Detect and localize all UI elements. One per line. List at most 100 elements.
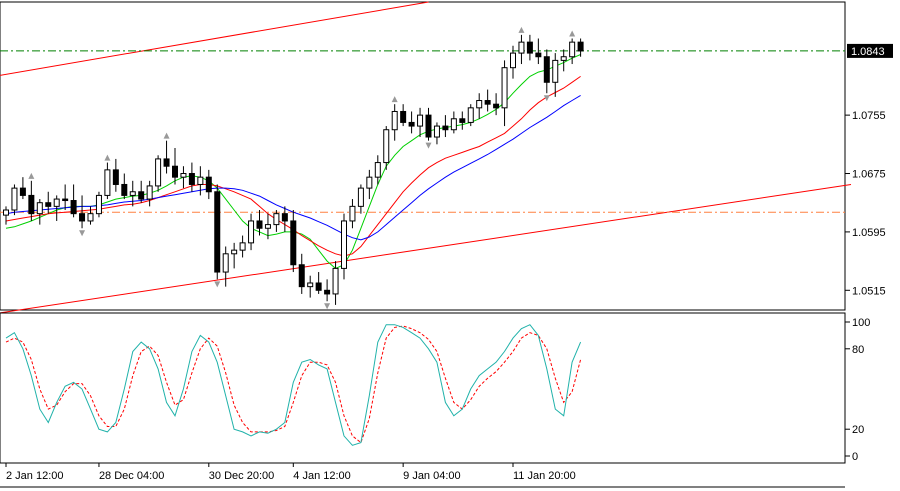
candle-body (383, 129, 390, 164)
candle-body (332, 267, 339, 295)
candle-body (374, 162, 381, 178)
price-pane-frame (0, 1, 846, 311)
candle-body (188, 173, 195, 185)
fractal-down-marker (543, 95, 550, 102)
candle (501, 60, 508, 127)
candle-body (264, 224, 271, 229)
stochastic-signal-line (5, 325, 582, 444)
price-tick-label: 1.0755 (852, 110, 886, 122)
candle (205, 169, 212, 200)
candle (577, 38, 584, 57)
candle-body (577, 41, 584, 52)
candle-body (552, 59, 559, 83)
price-badge-value: 1.0843 (851, 46, 885, 58)
fractal-down-marker (79, 230, 86, 237)
candle (231, 242, 238, 269)
candle-body (155, 158, 162, 187)
candle (248, 213, 255, 251)
oscillator-pane-frame (0, 312, 846, 464)
candle (442, 115, 449, 138)
candle-body (349, 205, 356, 222)
candle-body (112, 169, 119, 185)
candle (188, 162, 195, 192)
fractal-down-marker (324, 303, 331, 310)
candle (79, 195, 86, 229)
candle (121, 173, 128, 200)
candle-body (366, 176, 373, 189)
candle-body (222, 253, 229, 273)
candle-body (138, 191, 145, 200)
candle-body (433, 125, 440, 138)
candle-body (425, 114, 432, 138)
candle (172, 147, 178, 185)
candle (560, 49, 567, 72)
time-axis: 2 Jan 12:00 28 Dec 04:00 30 Dec 20:00 4 Jan… (0, 463, 845, 488)
candle (315, 272, 322, 294)
candle-body (535, 52, 542, 58)
oscillator-axis-ticks: 100 80 20 0 (845, 317, 870, 463)
candle (239, 235, 246, 258)
trend-channel (0, 1, 852, 314)
oscillator-pane[interactable]: 100 80 20 0 (0, 312, 870, 464)
time-tick-label: 9 Jan 04:00 (403, 470, 461, 482)
candle (307, 275, 314, 298)
candle (273, 210, 280, 232)
candle-body (205, 176, 212, 193)
oscillator-tick-label: 100 (852, 317, 870, 329)
candle-body (501, 67, 508, 109)
candle-body (526, 41, 533, 54)
stochastic-lines (5, 324, 582, 446)
candle-body (36, 202, 43, 215)
candle (53, 195, 60, 221)
candle (290, 210, 297, 273)
candle-body (417, 114, 424, 127)
candle (391, 104, 398, 141)
candle (357, 184, 364, 214)
candle (341, 213, 347, 280)
candle-body (290, 220, 297, 266)
candle (425, 107, 432, 141)
candle (256, 210, 263, 236)
candle (104, 162, 111, 200)
candle-body (231, 249, 238, 255)
candle-body (543, 56, 550, 83)
price-tick-label: 1.0595 (852, 227, 886, 239)
stochastic-main-line (5, 324, 582, 446)
candle (62, 184, 69, 211)
candle-body (476, 100, 483, 109)
time-tick-label: 30 Dec 20:00 (209, 470, 274, 482)
fractal-up-marker (518, 26, 525, 33)
fractals (28, 26, 576, 310)
fractal-down-marker (214, 281, 221, 288)
candle (450, 111, 457, 134)
candle (324, 279, 331, 302)
candle (467, 104, 474, 127)
price-tick-label: 1.0675 (852, 169, 886, 181)
time-tick-label: 28 Dec 04:00 (99, 470, 164, 482)
candle-body (518, 41, 525, 54)
candle (569, 38, 576, 65)
price-axis-ticks: 1.0755 1.0675 1.0595 1.0515 (845, 110, 886, 297)
candle (70, 184, 77, 218)
price-badge: 1.0843 (847, 43, 893, 58)
candle (417, 107, 424, 138)
candle-body (197, 176, 204, 185)
candle (197, 166, 204, 196)
candle (95, 191, 102, 218)
oscillator-tick-label: 0 (852, 451, 858, 463)
candle (222, 246, 229, 287)
candle-body (87, 213, 94, 222)
fractal-up-marker (104, 154, 111, 161)
candle (400, 104, 407, 127)
candle-body (569, 41, 576, 58)
candle-body (121, 183, 128, 196)
candle-body (28, 194, 35, 215)
candle-body (70, 200, 77, 215)
candle-body (298, 264, 305, 288)
candle (87, 206, 94, 225)
time-tick-label: 4 Jan 12:00 (293, 470, 351, 482)
candle-body (315, 282, 322, 291)
candle-body (11, 187, 18, 211)
price-pane[interactable] (0, 1, 852, 316)
